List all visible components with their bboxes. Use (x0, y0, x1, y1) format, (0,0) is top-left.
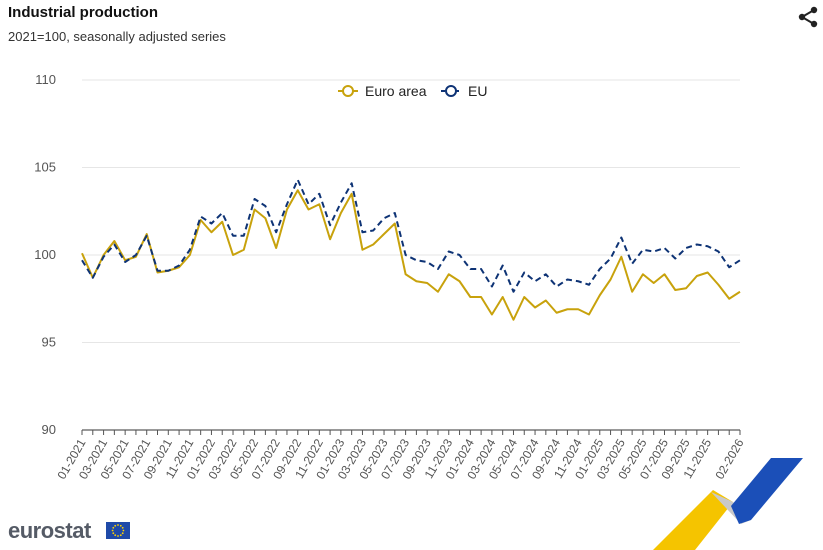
y-tick-label: 110 (35, 72, 56, 87)
legend-marker (445, 85, 457, 97)
y-tick-label: 95 (42, 335, 56, 350)
legend-label: EU (468, 83, 487, 99)
y-tick-label: 90 (42, 422, 56, 437)
y-axis: 90 95 100 105 110 (34, 72, 56, 437)
eurostat-ribbon-graphic (653, 458, 803, 550)
share-icon[interactable] (797, 6, 819, 28)
chart-title: Industrial production (8, 4, 158, 21)
line-chart: 90 95 100 105 110 01-202103-202105-202107-20… (34, 72, 747, 482)
legend-label: Euro area (365, 83, 427, 99)
legend-item[interactable]: EU (441, 83, 487, 99)
legend-item[interactable]: Euro area (338, 83, 427, 99)
y-tick-label: 100 (34, 247, 56, 262)
chart-series (81, 178, 741, 321)
y-tick-label: 105 (34, 160, 56, 175)
legend-marker (342, 85, 354, 97)
chart-subtitle: 2021=100, seasonally adjusted series (8, 29, 226, 44)
eurostat-logo: eurostat (8, 518, 91, 543)
chart-legend: Euro area EU (338, 83, 487, 99)
series-line-euro-area[interactable] (81, 189, 741, 321)
eu-flag-icon (106, 522, 130, 539)
series-line-eu[interactable] (81, 178, 741, 293)
chart-grid (82, 79, 740, 431)
x-axis: 01-202103-202105-202107-202109-202111-20… (54, 430, 747, 482)
